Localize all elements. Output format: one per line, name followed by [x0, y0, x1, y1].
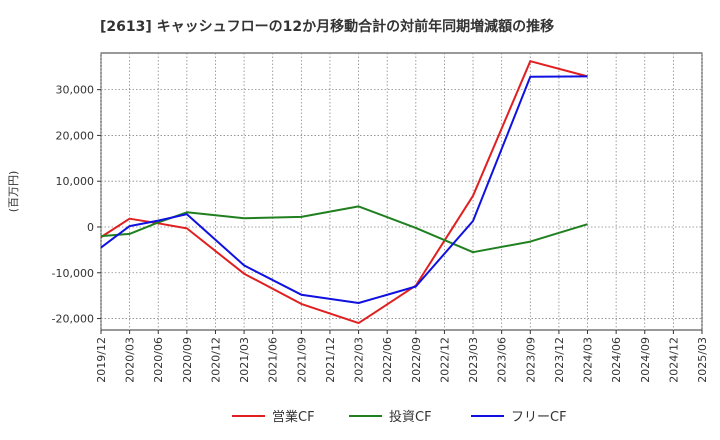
y-tick-label: -20,000: [52, 313, 94, 326]
x-tick-label: 2023/03: [467, 337, 480, 383]
x-tick-label: 2023/12: [553, 337, 566, 383]
x-tick-label: 2021/03: [238, 337, 251, 383]
legend-label: 営業CF: [272, 409, 315, 425]
x-tick-label: 2024/06: [610, 337, 623, 383]
x-tick-label: 2022/06: [381, 337, 394, 383]
legend-label: 投資CF: [389, 409, 432, 425]
x-axis-ticks: 2019/12 2020/03 2020/06 2020/09 2020/12 2021/…: [95, 330, 709, 383]
grid: [100, 53, 703, 330]
x-tick-label: 2020/12: [209, 337, 222, 383]
x-tick-label: 2024/09: [639, 337, 652, 383]
x-tick-label: 2025/03: [696, 337, 709, 383]
x-tick-label: 2020/09: [181, 337, 194, 383]
x-tick-label: 2021/06: [267, 337, 280, 383]
x-tick-label: 2021/09: [295, 337, 308, 383]
y-tick-label: -10,000: [52, 267, 94, 280]
y-tick-label: 0: [87, 221, 94, 234]
x-tick-label: 2020/06: [152, 337, 165, 383]
y-tick-label: 30,000: [56, 84, 95, 97]
y-axis-ticks: -20,000 -10,000 0 10,000 20,000 30,000: [52, 84, 101, 326]
plot-area: [100, 52, 703, 331]
y-axis-label: (百万円): [7, 171, 20, 213]
chart-title: [2613] キャッシュフローの12か月移動合計の対前年同期増減額の推移: [100, 18, 554, 35]
legend-label: フリーCF: [511, 410, 567, 425]
y-tick-label: 20,000: [56, 129, 95, 142]
x-tick-label: 2020/03: [124, 337, 137, 383]
y-tick-label: 10,000: [56, 175, 95, 188]
legend: 営業CF 投資CF フリーCF: [232, 409, 567, 425]
series-line: [100, 205, 588, 254]
series-lines: [100, 60, 588, 325]
x-tick-label: 2023/06: [496, 337, 509, 383]
x-tick-label: 2024/12: [667, 337, 680, 383]
x-tick-label: 2024/03: [582, 337, 595, 383]
x-tick-label: 2019/12: [95, 337, 108, 383]
x-tick-label: 2023/09: [524, 337, 537, 383]
series-line: [100, 75, 588, 304]
x-tick-label: 2022/12: [438, 337, 451, 383]
x-tick-label: 2022/09: [410, 337, 423, 383]
x-tick-label: 2021/12: [324, 337, 337, 383]
x-tick-label: 2022/03: [353, 337, 366, 383]
